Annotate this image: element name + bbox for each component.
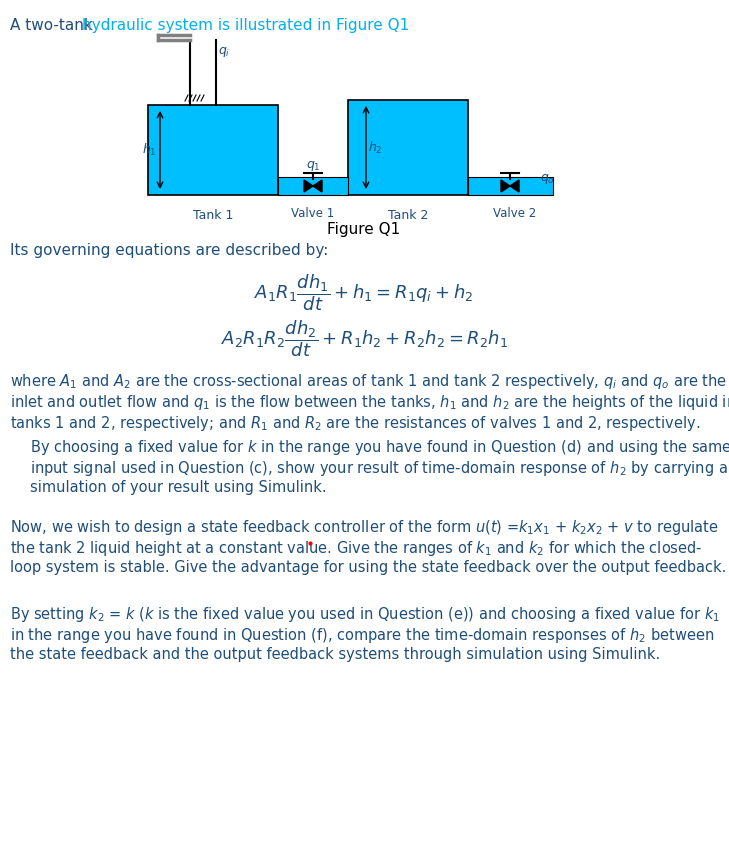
Text: $q_i$: $q_i$ (218, 45, 230, 59)
Text: $h_2$: $h_2$ (368, 140, 383, 156)
Text: input signal used in Question (c), show your result of time-domain response of $: input signal used in Question (c), show … (30, 459, 728, 478)
Text: By setting $k_2$ = $k$ ($k$ is the fixed value you used in Question (e)) and cho: By setting $k_2$ = $k$ ($k$ is the fixed… (10, 605, 720, 624)
Text: tanks 1 and 2, respectively; and $R_1$ and $R_2$ are the resistances of valves 1: tanks 1 and 2, respectively; and $R_1$ a… (10, 414, 700, 433)
Text: $q_1$: $q_1$ (305, 159, 320, 173)
Text: Now, we wish to design a state feedback controller of the form $u(t)$ =$k_1x_1$ : Now, we wish to design a state feedback … (10, 518, 719, 537)
Text: where $A_1$ and $A_2$ are the cross-sectional areas of tank 1 and tank 2 respect: where $A_1$ and $A_2$ are the cross-sect… (10, 372, 727, 391)
Text: Valve 2: Valve 2 (494, 207, 537, 220)
Text: the tank 2 liquid height at a constant value. Give the ranges of $k_1$ and $k_2$: the tank 2 liquid height at a constant v… (10, 539, 703, 558)
Text: Tank 1: Tank 1 (192, 209, 233, 222)
Text: hydraulic system is illustrated in Figure Q1: hydraulic system is illustrated in Figur… (82, 18, 409, 33)
Text: $h_1$: $h_1$ (142, 142, 157, 158)
Text: Tank 2: Tank 2 (388, 209, 428, 222)
Polygon shape (501, 180, 519, 192)
Text: in the range you have found in Question (f), compare the time-domain responses o: in the range you have found in Question … (10, 626, 714, 645)
Text: A two-tank: A two-tank (10, 18, 98, 33)
Text: loop system is stable. Give the advantage for using the state feedback over the : loop system is stable. Give the advantag… (10, 560, 726, 575)
Text: $A_1R_1\dfrac{dh_1}{dt} + h_1 = R_1q_i + h_2$: $A_1R_1\dfrac{dh_1}{dt} + h_1 = R_1q_i +… (254, 272, 474, 313)
Text: inlet and outlet flow and $q_1$ is the flow between the tanks, $h_1$ and $h_2$ a: inlet and outlet flow and $q_1$ is the f… (10, 393, 729, 412)
Text: $A_2R_1R_2\dfrac{dh_2}{dt} + R_1h_2 + R_2h_2 = R_2h_1$: $A_2R_1R_2\dfrac{dh_2}{dt} + R_1h_2 + R_… (221, 318, 507, 359)
Text: Figure Q1: Figure Q1 (327, 222, 401, 237)
Text: By choosing a fixed value for $k$ in the range you have found in Question (d) an: By choosing a fixed value for $k$ in the… (30, 438, 729, 457)
Text: the state feedback and the output feedback systems through simulation using Simu: the state feedback and the output feedba… (10, 647, 660, 662)
Text: $q_o$: $q_o$ (540, 172, 555, 186)
Text: Its governing equations are described by:: Its governing equations are described by… (10, 243, 328, 258)
Polygon shape (278, 177, 348, 195)
Polygon shape (148, 105, 278, 195)
Text: simulation of your result using Simulink.: simulation of your result using Simulink… (30, 480, 327, 495)
Polygon shape (348, 100, 468, 195)
Text: Valve 1: Valve 1 (292, 207, 335, 220)
Polygon shape (304, 180, 322, 192)
Polygon shape (468, 177, 553, 195)
